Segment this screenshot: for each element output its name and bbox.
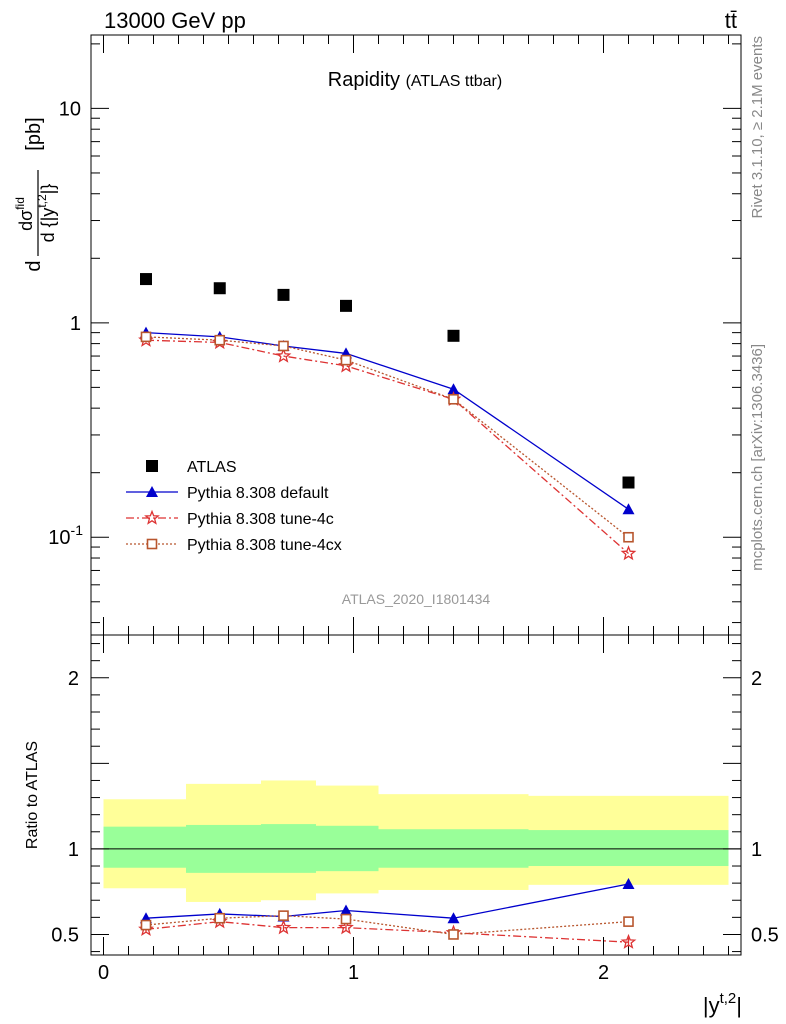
svg-text:dσfid: dσfid <box>13 197 36 231</box>
ratio-point-pythia-8-308-tune-4cx <box>214 912 226 924</box>
legend-label-pythia-8-308-tune-4cx: Pythia 8.308 tune-4cx <box>187 537 342 554</box>
ratio-axis-ticks: 2 2 1 1 0.5 0.5 <box>51 643 779 953</box>
ratio-point-pythia-8-308-tune-4cx <box>340 913 352 925</box>
ylabel-den-sup: t,2 <box>35 194 49 208</box>
point-atlas <box>140 273 152 286</box>
band-inner <box>103 826 186 868</box>
ylabel-num-sup: fid <box>13 197 27 210</box>
point-atlas <box>340 299 352 312</box>
point-pythia-8-308-tune-4cx <box>140 331 152 343</box>
ratio-point-pythia-8-308-default <box>622 877 635 889</box>
header-energy: 13000 GeV pp <box>104 8 246 33</box>
legend-marker-pythia-8-308-tune-4cx <box>146 538 158 550</box>
ratio-line-pythia-8-308-tune-4cx <box>145 914 629 936</box>
ratio-tick-label: 2 <box>751 668 762 690</box>
ratio-line-pythia-8-308-default <box>145 883 629 919</box>
ylabel-num: dσ <box>16 210 36 231</box>
header-process: tt̄ <box>725 8 737 33</box>
ratio-point-pythia-8-308-tune-4c <box>620 933 637 949</box>
legend-marker-pythia-8-308-tune-4c <box>144 509 160 525</box>
point-pythia-8-308-tune-4cx <box>214 334 226 346</box>
main-series <box>138 273 637 561</box>
ratio-point-pythia-8-308-default <box>447 912 460 924</box>
legend-marker-atlas <box>146 460 158 472</box>
ratio-ylabel: Ratio to ATLAS <box>24 741 41 849</box>
y-tick-label: 10 <box>59 98 81 120</box>
svg-text:d {|yt,2|}: d {|yt,2|} <box>35 184 58 243</box>
ratio-point-pythia-8-308-tune-4cx <box>140 919 152 931</box>
x-tick-label: 2 <box>598 962 609 984</box>
line-pythia-8-308-tune-4c <box>145 339 629 554</box>
point-pythia-8-308-tune-4cx <box>278 340 289 352</box>
line-pythia-8-308-default <box>145 331 629 510</box>
ratio-bands <box>91 780 741 902</box>
point-atlas <box>622 476 635 489</box>
xlabel: |yt,2| <box>703 990 742 1018</box>
svg-text:d: d <box>23 260 45 271</box>
plot-title: Rapidity (ATLAS ttbar) <box>328 69 502 91</box>
ratio-point-pythia-8-308-tune-4cx <box>623 916 634 927</box>
point-pythia-8-308-tune-4c <box>275 347 292 363</box>
ratio-tick-label: 0.5 <box>51 924 79 946</box>
point-pythia-8-308-tune-4cx <box>623 531 634 543</box>
ratio-tick-label: 0.5 <box>751 924 779 946</box>
plot-title-main: Rapidity <box>328 69 400 91</box>
point-atlas <box>213 282 226 295</box>
legend-marker-pythia-8-308-default <box>146 486 158 497</box>
point-pythia-8-308-default <box>622 503 635 515</box>
legend-label-pythia-8-308-default: Pythia 8.308 default <box>187 485 329 502</box>
xlabel-sup: t,2 <box>720 990 737 1007</box>
ratio-tick-label: 2 <box>68 668 79 690</box>
y-tick-label: 1 <box>70 313 81 335</box>
x-tick-label: 1 <box>348 962 359 984</box>
ylabel-den: d {|y <box>38 208 58 243</box>
main-axis-ticks: 10 1 10-1 0 1 2 <box>48 35 741 984</box>
ratio-tick-label: 1 <box>751 839 762 861</box>
point-atlas <box>277 288 290 301</box>
band-inner <box>528 830 729 867</box>
point-pythia-8-308-tune-4cx <box>448 393 459 405</box>
xlabel-end: | <box>736 993 742 1018</box>
ratio-frame <box>90 634 742 956</box>
ylabel-d: d <box>23 260 45 271</box>
x-tick-label: 0 <box>98 962 109 984</box>
line-pythia-8-308-tune-4cx <box>145 336 629 538</box>
ratio-point-pythia-8-308-tune-4cx <box>448 929 459 940</box>
legend-label-pythia-8-308-tune-4c: Pythia 8.308 tune-4c <box>187 511 334 528</box>
ratio-point-pythia-8-308-tune-4c <box>275 919 292 935</box>
mcplots-label: mcplots.cern.ch [arXiv:1306.3436] <box>749 344 766 571</box>
point-pythia-8-308-tune-4cx <box>340 354 352 366</box>
ylabel-den-post: |} <box>38 184 58 195</box>
xlabel-main: |y <box>703 993 720 1018</box>
ratio-point-pythia-8-308-default <box>340 904 352 916</box>
legend: ATLAS Pythia 8.308 default Pythia 8.308 tu… <box>126 459 342 554</box>
ratio-point-pythia-8-308-tune-4cx <box>278 910 289 921</box>
ratio-tick-label: 1 <box>68 839 79 861</box>
y-tick-label: 10-1 <box>48 522 83 549</box>
plot-title-sub: (ATLAS ttbar) <box>406 73 503 90</box>
rivet-label: Rivet 3.1.10, ≥ 2.1M events <box>749 36 766 219</box>
point-pythia-8-308-tune-4c <box>620 545 637 561</box>
ylabel-unit: [pb] <box>23 117 45 150</box>
main-ylabel: d dσfid d {|yt,2|} [pb] <box>13 117 58 271</box>
ratio-line-pythia-8-308-tune-4c <box>145 920 629 943</box>
ratio-series <box>138 877 637 949</box>
point-atlas <box>447 329 460 342</box>
legend-label-atlas: ATLAS <box>187 459 237 476</box>
ratio-point-pythia-8-308-tune-4c <box>338 919 354 935</box>
analysis-tag: ATLAS_2020_I1801434 <box>342 591 491 607</box>
point-pythia-8-308-default <box>447 383 460 395</box>
